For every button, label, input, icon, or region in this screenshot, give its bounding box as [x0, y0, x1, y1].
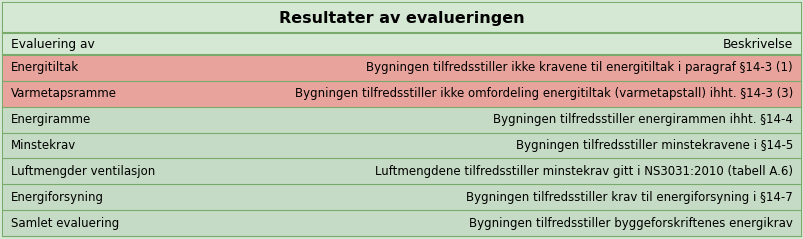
Text: Bygningen tilfredsstiller byggeforskriftenes energikrav: Bygningen tilfredsstiller byggeforskrift… [468, 217, 792, 230]
Text: Bygningen tilfredsstiller minstekravene i §14-5: Bygningen tilfredsstiller minstekravene … [515, 139, 792, 152]
Text: Energiramme: Energiramme [11, 113, 91, 126]
Text: Luftmengder ventilasjon: Luftmengder ventilasjon [11, 165, 155, 178]
Bar [3, 55, 800, 81]
Text: Minstekrav: Minstekrav [11, 139, 76, 152]
Text: Bygningen tilfredsstiller energirammen ihht. §14-4: Bygningen tilfredsstiller energirammen i… [492, 113, 792, 126]
Bar [3, 158, 800, 184]
Text: Resultater av evalueringen: Resultater av evalueringen [279, 11, 524, 26]
Text: Bygningen tilfredsstiller krav til energiforsyning i §14-7: Bygningen tilfredsstiller krav til energ… [466, 191, 792, 204]
Text: Evaluering av: Evaluering av [11, 38, 95, 50]
Bar [3, 107, 800, 133]
Bar [3, 81, 800, 107]
Text: Energitiltak: Energitiltak [11, 61, 79, 74]
Text: Bygningen tilfredsstiller ikke kravene til energitiltak i paragraf §14-3 (1): Bygningen tilfredsstiller ikke kravene t… [366, 61, 792, 74]
Text: Energiforsyning: Energiforsyning [11, 191, 104, 204]
Text: Bygningen tilfredsstiller ikke omfordeling energitiltak (varmetapstall) ihht. §1: Bygningen tilfredsstiller ikke omfordeli… [295, 87, 792, 100]
Bar [3, 133, 800, 158]
Bar [3, 184, 800, 210]
Text: Varmetapsramme: Varmetapsramme [11, 87, 117, 100]
Bar [3, 3, 800, 33]
Text: Beskrivelse: Beskrivelse [722, 38, 792, 50]
Bar [3, 210, 800, 236]
Text: Samlet evaluering: Samlet evaluering [11, 217, 119, 230]
Bar [3, 33, 800, 55]
Text: Luftmengdene tilfredsstiller minstekrav gitt i NS3031:2010 (tabell A.6): Luftmengdene tilfredsstiller minstekrav … [374, 165, 792, 178]
